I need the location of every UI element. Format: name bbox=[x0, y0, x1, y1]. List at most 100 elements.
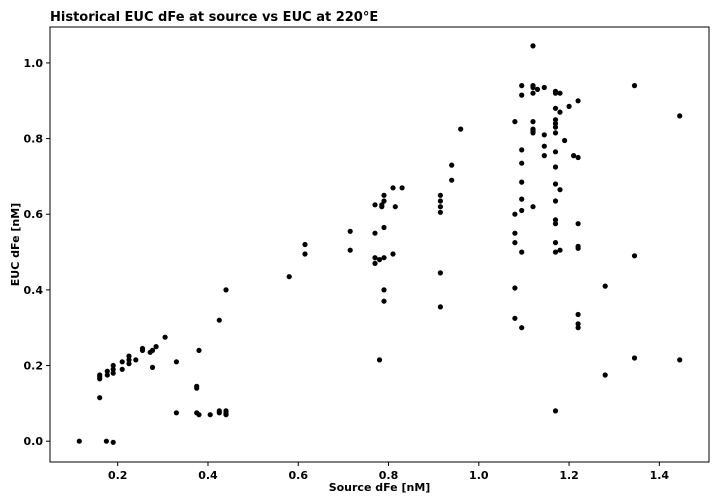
data-point bbox=[530, 119, 536, 125]
data-point bbox=[552, 117, 559, 123]
data-point bbox=[153, 344, 159, 350]
data-point bbox=[381, 255, 387, 261]
data-point bbox=[552, 124, 559, 130]
data-point bbox=[437, 198, 443, 204]
data-point bbox=[437, 204, 443, 210]
data-point bbox=[381, 192, 387, 198]
data-point bbox=[216, 408, 222, 414]
x-axis-ticks: 0.2 0.4 0.6 0.8 1.0 1.2 1.4 bbox=[108, 462, 669, 482]
data-point bbox=[381, 224, 387, 231]
x-axis-label: Source dFe [nM] bbox=[329, 481, 431, 494]
data-point bbox=[302, 241, 308, 248]
data-point bbox=[372, 230, 378, 236]
data-point bbox=[104, 368, 110, 374]
data-point bbox=[552, 105, 559, 111]
data-point bbox=[677, 357, 683, 363]
plot-frame bbox=[49, 26, 710, 463]
data-point bbox=[530, 83, 536, 89]
data-point bbox=[512, 285, 518, 291]
x-tick-label: 0.6 bbox=[289, 469, 309, 482]
data-point bbox=[602, 372, 608, 378]
data-point bbox=[541, 143, 547, 149]
data-point bbox=[372, 260, 378, 266]
data-point bbox=[223, 287, 229, 293]
data-point bbox=[216, 317, 222, 323]
data-point bbox=[519, 196, 525, 202]
data-point bbox=[530, 90, 536, 96]
data-point bbox=[631, 83, 638, 89]
data-point bbox=[110, 370, 116, 376]
data-point bbox=[519, 249, 525, 255]
x-tick-label: 1.0 bbox=[469, 469, 489, 482]
data-points bbox=[76, 43, 683, 445]
data-point bbox=[519, 207, 525, 214]
data-point bbox=[552, 249, 559, 255]
chart-title: Historical EUC dFe at source vs EUC at 2… bbox=[50, 10, 378, 25]
data-point bbox=[196, 412, 202, 418]
y-axis-label: EUC dFe [nM] bbox=[9, 203, 22, 286]
data-point bbox=[399, 185, 405, 191]
data-point bbox=[530, 126, 536, 132]
data-point bbox=[575, 311, 581, 318]
data-point bbox=[552, 164, 559, 170]
data-point bbox=[552, 221, 559, 227]
data-point bbox=[126, 353, 132, 359]
y-tick-label: 0.2 bbox=[24, 360, 44, 373]
data-point bbox=[173, 359, 179, 365]
data-point bbox=[519, 325, 525, 331]
data-point bbox=[575, 154, 581, 161]
data-point bbox=[110, 362, 116, 369]
data-point bbox=[602, 283, 608, 289]
x-tick-label: 0.4 bbox=[198, 469, 218, 482]
data-point bbox=[512, 240, 518, 246]
data-point bbox=[286, 274, 292, 280]
data-point bbox=[541, 153, 547, 159]
data-point bbox=[512, 230, 518, 236]
x-tick-label: 1.4 bbox=[650, 469, 670, 482]
data-point bbox=[552, 181, 559, 187]
data-point bbox=[571, 153, 577, 159]
data-point bbox=[133, 357, 139, 363]
data-point bbox=[519, 92, 525, 98]
data-point bbox=[557, 90, 563, 96]
data-point bbox=[97, 395, 103, 401]
data-point bbox=[575, 221, 581, 227]
data-point bbox=[347, 247, 353, 253]
data-point bbox=[557, 247, 563, 253]
data-point bbox=[541, 132, 547, 138]
data-point bbox=[149, 364, 156, 370]
data-point bbox=[207, 412, 213, 418]
data-point bbox=[552, 149, 559, 155]
data-point bbox=[557, 187, 563, 193]
data-point bbox=[372, 255, 378, 261]
data-point bbox=[519, 179, 525, 185]
data-point bbox=[119, 359, 125, 365]
data-point bbox=[381, 298, 387, 304]
data-point bbox=[552, 198, 559, 204]
data-point bbox=[376, 357, 383, 363]
data-point bbox=[437, 209, 443, 215]
data-point bbox=[552, 120, 559, 127]
data-point bbox=[381, 287, 387, 293]
data-point bbox=[149, 347, 156, 353]
data-point bbox=[566, 103, 572, 109]
data-point bbox=[126, 357, 132, 363]
data-point bbox=[139, 345, 146, 352]
data-point bbox=[519, 147, 525, 153]
data-point bbox=[126, 361, 132, 367]
data-point bbox=[575, 243, 581, 249]
data-point bbox=[552, 408, 559, 414]
data-point bbox=[119, 366, 125, 372]
data-point bbox=[541, 84, 547, 91]
data-point bbox=[437, 192, 443, 198]
data-point bbox=[104, 372, 110, 378]
data-point bbox=[381, 198, 387, 204]
data-point bbox=[512, 315, 518, 321]
data-point bbox=[519, 83, 525, 89]
y-tick-label: 0.0 bbox=[24, 435, 44, 448]
data-point bbox=[376, 257, 383, 263]
data-point bbox=[162, 334, 168, 340]
x-tick-label: 1.2 bbox=[559, 469, 579, 482]
